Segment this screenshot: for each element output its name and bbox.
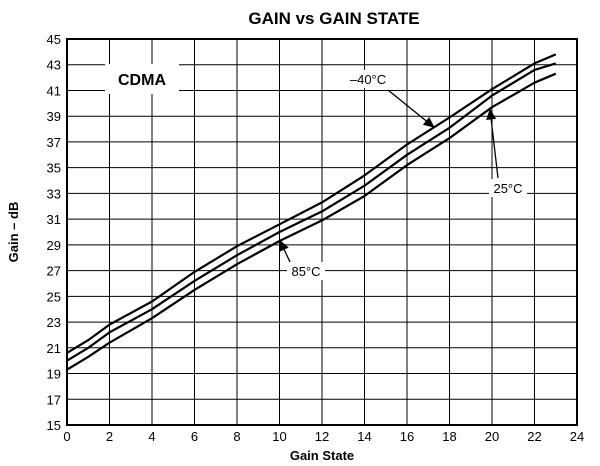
- y-tick-label: 27: [47, 264, 61, 279]
- x-tick-label: 20: [485, 429, 499, 444]
- cdma-inset-label-box: CDMA: [105, 64, 179, 94]
- y-tick-labels: 15 17 19 21 23 25 27 29 31 33 35 37 39 41 43 45: [47, 32, 61, 433]
- y-tick-label: 15: [47, 418, 61, 433]
- y-tick-label: 35: [47, 161, 61, 176]
- annotation-label-bg: [287, 262, 325, 280]
- grid-lines: [66, 38, 578, 426]
- y-tick-label: 45: [47, 32, 61, 47]
- annotation-label: 85°C: [291, 264, 320, 279]
- x-tick-label: 4: [148, 429, 155, 444]
- annotation-0: –40°C: [345, 70, 436, 129]
- x-tick-label: 22: [527, 429, 541, 444]
- x-tick-label: 2: [106, 429, 113, 444]
- y-tick-label: 23: [47, 315, 61, 330]
- annotation-label-bg: [489, 179, 527, 197]
- annotation-leader: [489, 108, 499, 179]
- y-axis-label: Gain – dB: [6, 202, 21, 263]
- y-tick-label: 41: [47, 83, 61, 98]
- x-tick-label: 18: [442, 429, 456, 444]
- plot-frame: [66, 38, 578, 426]
- series-line-2: [66, 72, 557, 371]
- y-tick-label: 33: [47, 186, 61, 201]
- y-tick-label: 17: [47, 392, 61, 407]
- y-tick-label: 19: [47, 367, 61, 382]
- annotation-1: 25°C: [486, 108, 527, 197]
- x-tick-label: 16: [400, 429, 414, 444]
- x-tick-label: 24: [570, 429, 584, 444]
- annotation-label-bg: [345, 70, 391, 88]
- y-tick-label: 31: [47, 212, 61, 227]
- annotation-2: 85°C: [278, 239, 325, 280]
- y-tick-label: 43: [47, 58, 61, 73]
- y-tick-label: 29: [47, 238, 61, 253]
- x-tick-label: 10: [272, 429, 286, 444]
- y-tick-label: 25: [47, 289, 61, 304]
- x-tick-labels: 0 2 4 6 8 10 12 14 16 18 20 22 24: [63, 429, 584, 444]
- x-tick-label: 14: [357, 429, 371, 444]
- annotation-label: 25°C: [493, 181, 522, 196]
- annotation-label: –40°C: [350, 72, 386, 87]
- series-line-1: [66, 62, 557, 362]
- cdma-inset-label: CDMA: [118, 72, 166, 89]
- chart-title: GAIN vs GAIN STATE: [248, 9, 419, 28]
- y-tick-label: 21: [47, 341, 61, 356]
- y-tick-label: 37: [47, 135, 61, 150]
- arrowhead: [279, 239, 289, 252]
- series-annotations: –40°C 25°C 85°C: [278, 70, 527, 280]
- arrowhead: [486, 108, 497, 120]
- x-tick-label: 0: [63, 429, 70, 444]
- series-line-0: [66, 53, 557, 354]
- x-tick-label: 12: [315, 429, 329, 444]
- x-axis-label: Gain State: [290, 448, 354, 463]
- arrowhead: [422, 116, 435, 128]
- series-lines: [66, 53, 557, 371]
- x-tick-label: 6: [191, 429, 198, 444]
- y-tick-label: 39: [47, 109, 61, 124]
- x-tick-label: 8: [233, 429, 240, 444]
